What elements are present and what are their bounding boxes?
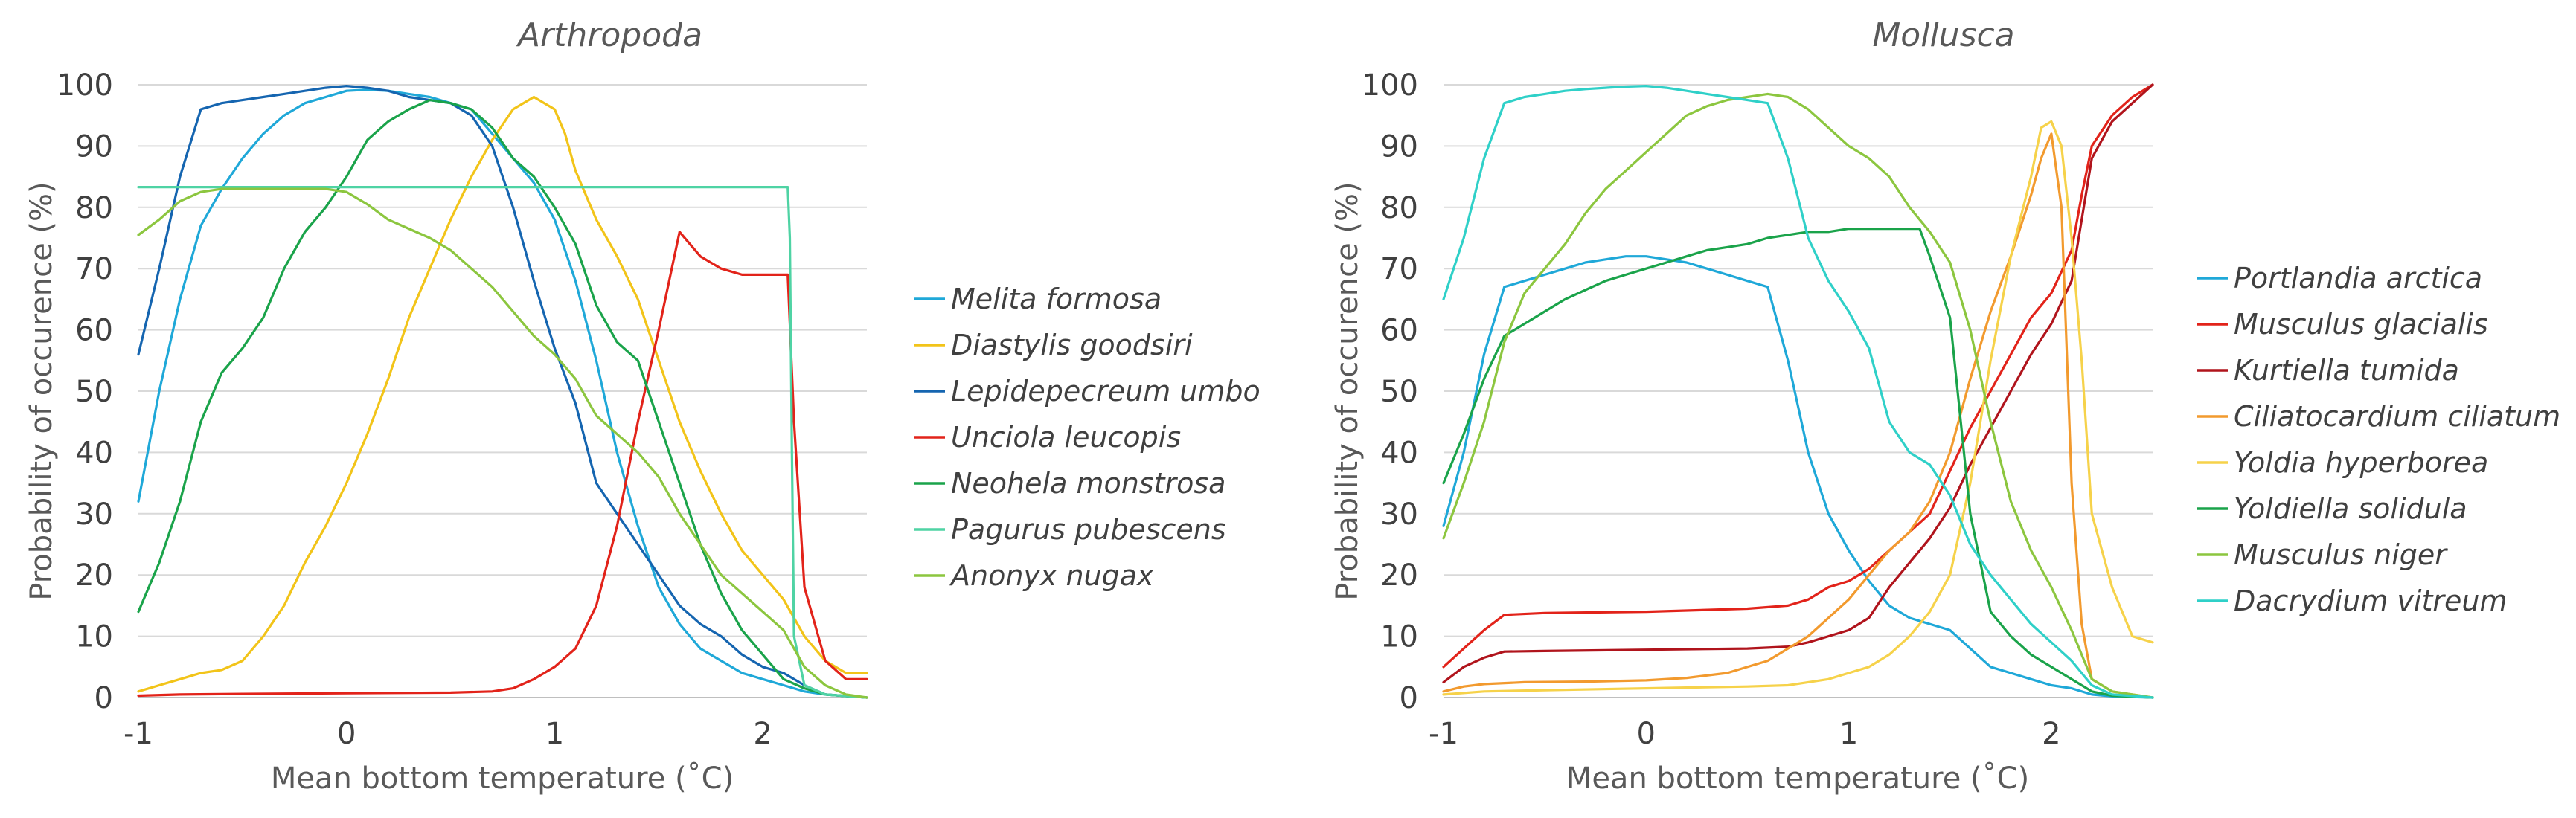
series-line-pagurus-pubescens [137,186,868,699]
series-line-dacrydium-vitreum [1442,85,2154,699]
y-tick-label: 30 [1380,497,1418,532]
series-line-melita-formosa [137,88,868,699]
y-tick-label: 40 [75,436,113,470]
legend-label: Neohela monstrosa [951,467,1225,500]
x-tick-label: 0 [337,717,356,751]
series-line-musculus-niger [1442,92,2154,699]
legend-label: Portlandia arctica [2234,262,2482,294]
chart-panel-0: Arthropoda 0 10 20 30 40 50 60 70 80 90 100 -1 0 1 2 Mea… [25,16,1260,796]
legend-label: Melita formosa [951,283,1162,315]
series-line-anonyx-nugax [137,187,868,699]
y-tick-label: 70 [1380,252,1418,286]
y-tick-label: 90 [1380,129,1418,164]
legend-label: Dacrydium vitreum [2234,584,2507,617]
y-tick-label: 70 [75,252,113,286]
y-tick-label: 50 [75,375,113,409]
series-line-yoldia-hyperborea [1442,120,2154,696]
chart-title: Mollusca [1872,16,2014,54]
y-tick-label: 100 [57,68,113,103]
legend-label: Diastylis goodsiri [951,329,1193,361]
y-tick-label: 80 [75,191,113,225]
y-tick-label: 0 [94,681,113,715]
series-line-ciliatocardium-ciliatum [1442,132,2154,699]
series-line-neohela-monstrosa [137,99,868,699]
y-tick-label: 100 [1362,68,1418,103]
y-tick-label: 10 [75,620,113,654]
legend-label: Kurtiella tumida [2234,354,2459,387]
x-axis-label: Mean bottom temperature (˚C) [271,761,734,796]
y-tick-label: 60 [1380,314,1418,348]
legend-label: Anonyx nugax [949,559,1154,592]
y-tick-label: 20 [75,558,113,593]
y-tick-label: 40 [1380,436,1418,470]
y-tick-label: 30 [75,497,113,532]
y-tick-label: 50 [1380,375,1418,409]
x-tick-label: -1 [1429,717,1458,751]
series-line-diastylis-goodsiri [137,95,868,693]
x-tick-label: 2 [2042,717,2060,751]
chart-title: Arthropoda [516,16,702,54]
x-axis-label: Mean bottom temperature (˚C) [1566,761,2029,796]
chart-panel-1: Mollusca 0 10 20 30 40 50 60 70 80 90 100 -1 0 1 2 Mean … [1330,16,2560,796]
y-tick-label: 20 [1380,558,1418,593]
y-axis-label: Probability of occurence (%) [1330,181,1365,600]
y-tick-label: 0 [1400,681,1418,715]
series-line-yoldiella-solidula [1442,228,2154,699]
x-tick-label: -1 [124,717,153,751]
y-tick-label: 80 [1380,191,1418,225]
legend-label: Ciliatocardium ciliatum [2234,400,2560,433]
legend-label: Lepidepecreum umbo [951,375,1260,408]
x-tick-label: 1 [545,717,564,751]
series-line-lepidepecreum-umbo [137,85,868,699]
x-tick-label: 1 [1839,717,1858,751]
legend-label: Yoldiella solidula [2234,492,2467,525]
y-tick-label: 90 [75,129,113,164]
series-line-portlandia-arctica [1442,255,2154,699]
x-tick-label: 0 [1637,717,1656,751]
x-tick-label: 2 [753,717,772,751]
legend-label: Pagurus pubescens [951,513,1226,546]
legend-label: Unciola leucopis [951,421,1181,454]
y-tick-label: 60 [75,314,113,348]
legend-label: Yoldia hyperborea [2234,446,2488,479]
series-line-unciola-leucopis [137,231,868,698]
series-line-kurtiella-tumida [1442,83,2154,683]
y-tick-label: 10 [1380,620,1418,654]
legend-label: Musculus niger [2234,538,2448,571]
legend-label: Musculus glacialis [2234,308,2488,341]
y-axis-label: Probability of occurence (%) [25,181,59,600]
